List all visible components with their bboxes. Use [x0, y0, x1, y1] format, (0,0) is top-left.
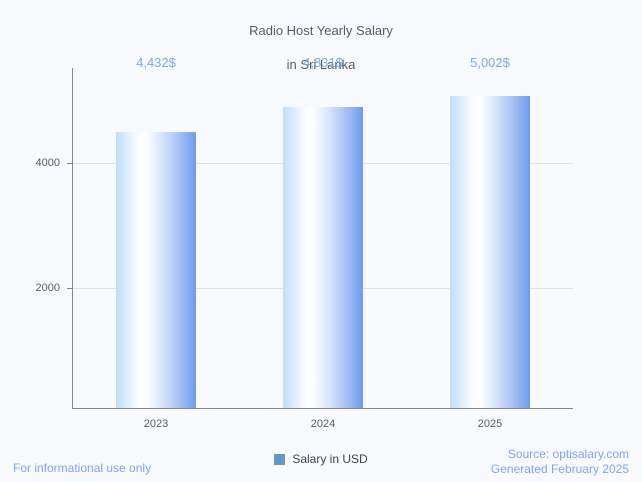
- chart-title-line-1: Radio Host Yearly Salary: [249, 23, 393, 38]
- legend-swatch-salary-in-usd: [274, 453, 286, 465]
- xtick-label-2025: 2025: [477, 418, 503, 430]
- bar-data-label-2025: 5,002$: [470, 55, 510, 70]
- tick-mark-2000: [67, 288, 72, 289]
- x-axis-line: [72, 408, 573, 409]
- xtick-label-2024: 2024: [310, 418, 336, 430]
- bar-data-label-2023: 4,432$: [136, 55, 176, 70]
- ytick-label-4000: 4000: [35, 157, 60, 169]
- footnote-generated: Generated February 2025: [490, 462, 629, 476]
- bar-2023[interactable]: [116, 132, 196, 408]
- chart-legend: Salary in USD: [0, 452, 642, 466]
- y-axis-line: [72, 68, 73, 409]
- chart-title-line-2: in Sri Lanka: [286, 57, 356, 72]
- tick-mark-4000: [67, 163, 72, 164]
- footnote-informational-use: For informational use only: [13, 461, 152, 475]
- xtick-label-2023: 2023: [143, 418, 169, 430]
- legend-label-salary-in-usd: Salary in USD: [292, 452, 368, 466]
- footnote-source: Source: optisalary.com: [507, 447, 629, 461]
- plot-area: 4000 2000: [36, 68, 573, 409]
- footnote-source-block: Source: optisalary.com Generated Februar…: [491, 447, 629, 477]
- ytick-label-2000: 2000: [35, 282, 60, 294]
- bar-data-label-2024: 4,831$: [303, 55, 343, 70]
- chart-title: Radio Host Yearly Salary in Sri Lanka: [0, 5, 642, 73]
- bar-2025[interactable]: [450, 96, 530, 408]
- bar-2024[interactable]: [283, 107, 363, 408]
